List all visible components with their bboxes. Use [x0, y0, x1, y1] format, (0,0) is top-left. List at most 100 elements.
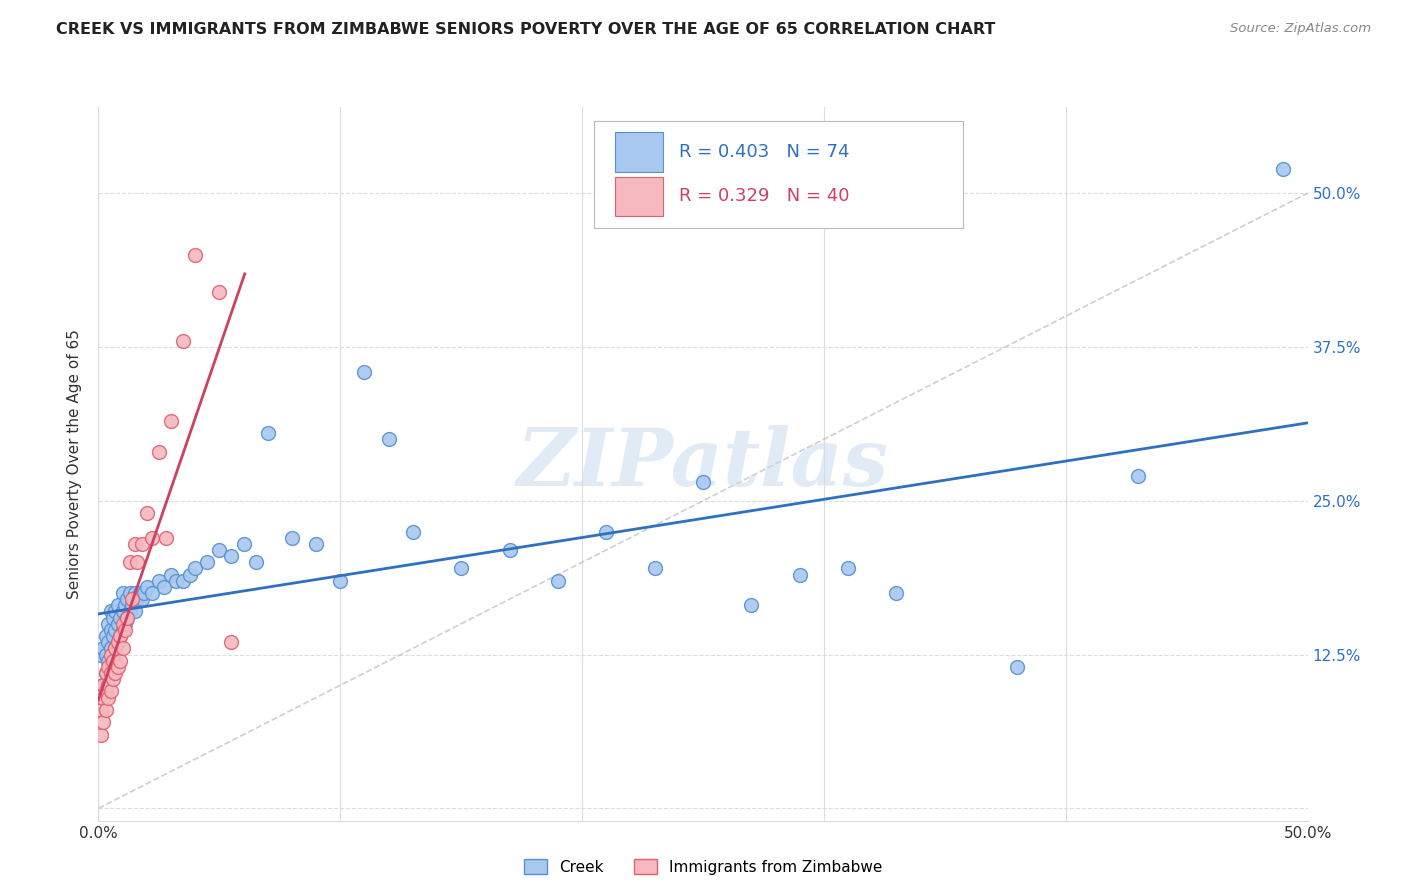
Point — [101, 629, 124, 643]
Point — [1128, 469, 1150, 483]
Point — [97, 635, 120, 649]
Point — [91, 678, 114, 692]
Point — [498, 543, 520, 558]
Point — [1272, 161, 1295, 176]
Point — [94, 665, 117, 680]
Point — [353, 365, 375, 379]
Point — [118, 586, 141, 600]
Point — [305, 537, 328, 551]
Point — [97, 660, 120, 674]
Point — [101, 654, 124, 668]
Point — [111, 586, 134, 600]
Point — [329, 574, 352, 588]
Point — [124, 586, 146, 600]
Point — [141, 586, 163, 600]
Y-axis label: Seniors Poverty Over the Age of 65: Seniors Poverty Over the Age of 65 — [67, 329, 83, 599]
Text: R = 0.329   N = 40: R = 0.329 N = 40 — [679, 187, 849, 205]
Point — [111, 616, 134, 631]
Point — [94, 684, 117, 698]
FancyBboxPatch shape — [595, 121, 963, 228]
Point — [94, 648, 117, 662]
Point — [644, 561, 666, 575]
Point — [91, 715, 114, 730]
Point — [100, 684, 122, 698]
Point — [94, 665, 117, 680]
Point — [118, 555, 141, 569]
Point — [100, 648, 122, 662]
Point — [108, 610, 131, 624]
Point — [195, 555, 218, 569]
Point — [107, 635, 129, 649]
Point — [101, 672, 124, 686]
Point — [131, 537, 153, 551]
Point — [107, 616, 129, 631]
Point — [184, 561, 207, 575]
Point — [104, 623, 127, 637]
Point — [179, 567, 201, 582]
Point — [155, 531, 177, 545]
Point — [245, 555, 267, 569]
Point — [114, 623, 136, 637]
Point — [107, 599, 129, 613]
Point — [221, 549, 243, 563]
Point — [124, 537, 146, 551]
Point — [97, 616, 120, 631]
Point — [91, 690, 114, 705]
Point — [111, 623, 134, 637]
Point — [104, 605, 127, 619]
Point — [114, 616, 136, 631]
Point — [148, 574, 170, 588]
Point — [256, 426, 278, 441]
Point — [121, 592, 143, 607]
Text: Source: ZipAtlas.com: Source: ZipAtlas.com — [1230, 22, 1371, 36]
Point — [127, 592, 149, 607]
Point — [90, 727, 112, 741]
Point — [108, 629, 131, 643]
Point — [141, 531, 163, 545]
Point — [128, 586, 150, 600]
Text: R = 0.403   N = 74: R = 0.403 N = 74 — [679, 143, 849, 161]
Point — [100, 623, 122, 637]
Point — [108, 629, 131, 643]
Point — [121, 599, 143, 613]
Point — [160, 414, 183, 428]
Point — [90, 703, 112, 717]
Point — [100, 665, 122, 680]
Point — [101, 610, 124, 624]
Point — [131, 592, 153, 607]
Point — [547, 574, 569, 588]
Point — [148, 444, 170, 458]
Point — [152, 580, 174, 594]
Point — [117, 610, 139, 624]
Point — [104, 641, 127, 656]
Point — [117, 592, 139, 607]
Point — [135, 506, 157, 520]
Point — [886, 586, 908, 600]
Point — [107, 635, 129, 649]
Point — [107, 660, 129, 674]
Point — [740, 599, 762, 613]
Point — [172, 334, 194, 348]
Point — [124, 605, 146, 619]
Point — [97, 654, 120, 668]
Point — [104, 641, 127, 656]
Point — [111, 605, 134, 619]
Point — [97, 690, 120, 705]
Point — [127, 555, 149, 569]
Point — [377, 432, 399, 446]
Point — [114, 599, 136, 613]
Point — [135, 580, 157, 594]
Text: CREEK VS IMMIGRANTS FROM ZIMBABWE SENIORS POVERTY OVER THE AGE OF 65 CORRELATION: CREEK VS IMMIGRANTS FROM ZIMBABWE SENIOR… — [56, 22, 995, 37]
Point — [134, 586, 156, 600]
Point — [117, 610, 139, 624]
FancyBboxPatch shape — [614, 177, 664, 216]
Point — [90, 648, 112, 662]
Point — [789, 567, 811, 582]
Point — [402, 524, 425, 539]
Point — [232, 537, 254, 551]
Point — [208, 543, 231, 558]
Point — [118, 605, 141, 619]
FancyBboxPatch shape — [614, 132, 664, 171]
Point — [221, 635, 243, 649]
Point — [281, 531, 304, 545]
